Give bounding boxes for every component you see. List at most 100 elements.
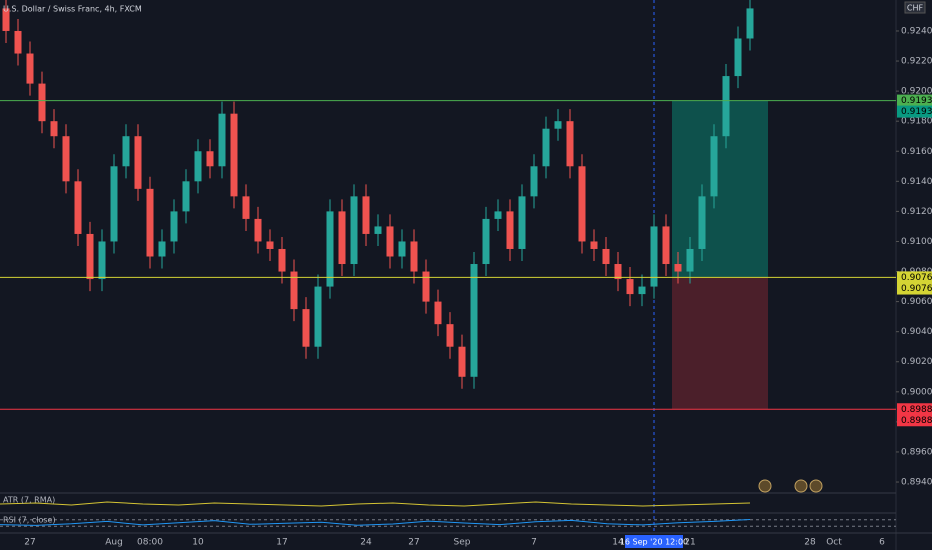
candle-body bbox=[506, 211, 514, 249]
x-tick-label: Aug bbox=[105, 538, 123, 548]
x-tick-label: 27 bbox=[408, 538, 419, 548]
chart-title: U.S. Dollar / Swiss Franc, 4h, FXCM bbox=[3, 5, 142, 14]
level-price-tag bbox=[897, 271, 932, 284]
candle-body bbox=[338, 211, 346, 265]
candle-body bbox=[518, 196, 526, 249]
candle-body bbox=[326, 211, 334, 287]
event-icon[interactable] bbox=[794, 479, 808, 493]
candle-body bbox=[278, 248, 286, 272]
profit-zone bbox=[672, 100, 768, 278]
currency-tag bbox=[904, 1, 926, 14]
candle-body bbox=[302, 309, 310, 347]
x-tick-label: 6 bbox=[879, 538, 885, 548]
x-tick-label: 28 bbox=[804, 538, 816, 548]
x-tick-label: 21 bbox=[684, 538, 695, 548]
candle-body bbox=[410, 241, 418, 272]
candle-body bbox=[374, 226, 382, 234]
candle-body bbox=[434, 301, 442, 325]
candle-body bbox=[722, 76, 730, 137]
x-tick-label: 24 bbox=[360, 538, 372, 548]
candle-body bbox=[38, 83, 46, 122]
candle-body bbox=[158, 241, 166, 257]
x-tick-label: 14 bbox=[612, 538, 624, 548]
candle-body bbox=[686, 248, 694, 272]
atr-line bbox=[0, 501, 751, 507]
level-price-label: 0.91937 bbox=[901, 96, 932, 106]
candle-body bbox=[590, 241, 598, 249]
candle-body bbox=[194, 151, 202, 182]
candle-body bbox=[266, 241, 274, 249]
x-tick-label: 08:00 bbox=[137, 538, 163, 548]
candle-body bbox=[26, 53, 34, 84]
candle-body bbox=[134, 136, 142, 189]
candle-body bbox=[230, 113, 238, 197]
position-price-tag bbox=[897, 282, 932, 295]
candle-body bbox=[242, 196, 250, 219]
loss-zone bbox=[672, 277, 768, 410]
level-price-tag bbox=[897, 94, 932, 107]
candle-body bbox=[554, 121, 562, 129]
candle-body bbox=[734, 38, 742, 77]
candle-body bbox=[254, 218, 262, 242]
candle-body bbox=[458, 346, 466, 377]
candle-body bbox=[638, 286, 646, 295]
event-icon[interactable] bbox=[809, 479, 823, 493]
rsi-line bbox=[0, 519, 751, 526]
candle-body bbox=[710, 136, 718, 197]
candle-body bbox=[602, 248, 610, 265]
rsi-line-label: RSI (7, close) bbox=[3, 516, 56, 525]
candle-body bbox=[386, 226, 394, 257]
x-tick-label: 10 bbox=[192, 538, 204, 548]
candle-body bbox=[206, 151, 214, 167]
candle-body bbox=[146, 188, 154, 257]
candle-body bbox=[14, 30, 22, 54]
x-tick-label: Sep bbox=[454, 538, 471, 548]
candle-body bbox=[98, 241, 106, 280]
candle-body bbox=[626, 279, 634, 295]
candle-body bbox=[290, 271, 298, 310]
x-tick-label: 27 bbox=[24, 538, 35, 548]
position-price-tag bbox=[897, 105, 932, 118]
crosshair-time-tag bbox=[625, 535, 683, 548]
candle-body bbox=[746, 8, 754, 39]
candle-body bbox=[482, 218, 490, 265]
candle-body bbox=[218, 113, 226, 167]
candle-body bbox=[122, 136, 130, 167]
candle-body bbox=[470, 264, 478, 377]
candle-body bbox=[614, 264, 622, 280]
level-price-label: 0.89884 bbox=[901, 405, 932, 415]
candle-body bbox=[494, 211, 502, 219]
level-price-tag bbox=[897, 403, 932, 416]
candle-body bbox=[662, 226, 670, 265]
candle-body bbox=[398, 241, 406, 257]
candle-body bbox=[566, 121, 574, 167]
candle-body bbox=[446, 324, 454, 347]
candle-body bbox=[314, 286, 322, 347]
candle-body bbox=[62, 136, 70, 182]
currency-label: CHF bbox=[907, 4, 924, 13]
candle-body bbox=[350, 196, 358, 265]
position-price-tag bbox=[897, 414, 932, 427]
x-tick-label: 7 bbox=[531, 538, 537, 548]
x-tick-label: 17 bbox=[276, 538, 287, 548]
candle-body bbox=[698, 196, 706, 249]
candle-body bbox=[650, 226, 658, 287]
event-icon[interactable] bbox=[758, 479, 772, 493]
candle-body bbox=[2, 8, 10, 31]
candle-body bbox=[530, 166, 538, 197]
